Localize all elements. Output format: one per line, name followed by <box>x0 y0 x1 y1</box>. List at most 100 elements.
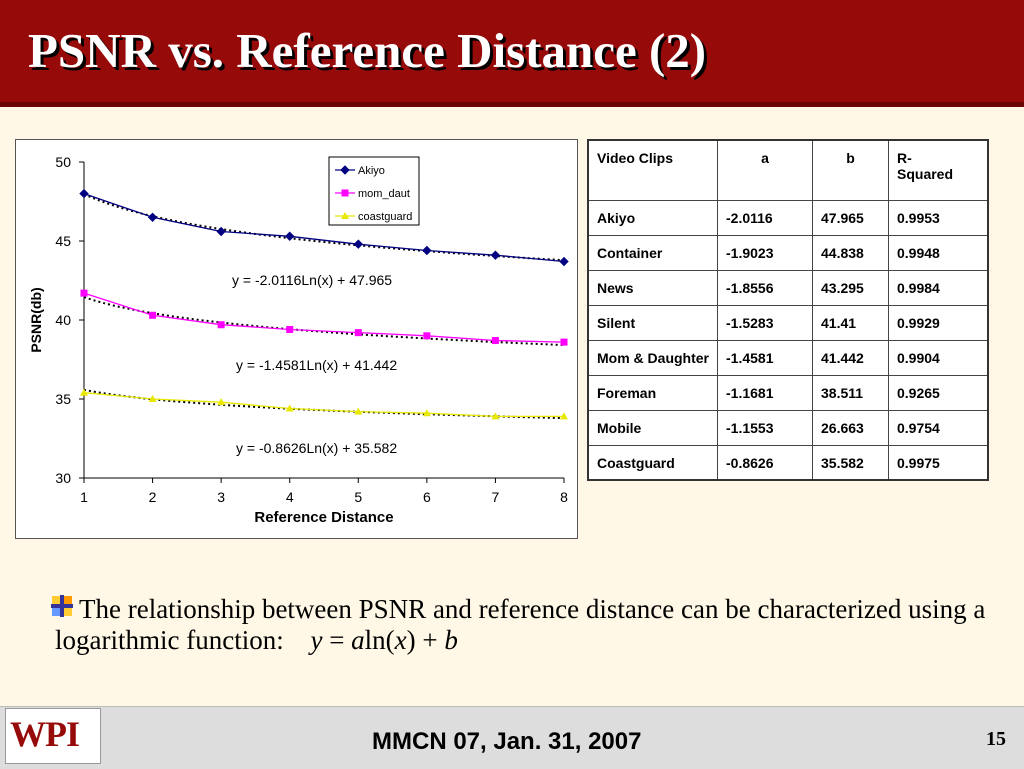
series-line-coastguard <box>83 392 564 418</box>
legend-label-coastguard: coastguard <box>358 211 412 223</box>
data-point-coastguard <box>354 407 363 415</box>
data-point-mom_daut <box>286 325 294 333</box>
legend-marker <box>340 165 350 175</box>
cell-clip-name: Mom & Daughter <box>587 339 718 376</box>
x-tick-label: 3 <box>217 489 225 505</box>
logo-text: WPI <box>10 714 80 754</box>
cell-b: 38.511 <box>812 374 889 411</box>
cell-r-squared: 0.9948 <box>888 234 989 271</box>
cell-clip-name: Coastguard <box>587 444 718 481</box>
cell-clip-name: Container <box>587 234 718 271</box>
formula-y: y <box>310 625 323 655</box>
data-point-Akiyo <box>490 250 501 260</box>
log-formula: y = aln(x) + b <box>310 625 457 655</box>
y-tick-label: 35 <box>55 391 71 407</box>
data-point-mom_daut <box>423 332 431 340</box>
cell-a: -1.1681 <box>717 374 813 411</box>
cell-r-squared: 0.9929 <box>888 304 989 341</box>
cell-b: 43.295 <box>812 269 889 306</box>
table-row: Mom & Daughter -1.4581 41.442 0.9904 <box>587 339 989 376</box>
formula-x: x <box>394 625 407 655</box>
x-tick-label: 7 <box>492 489 500 505</box>
formula-eq: = <box>322 625 352 655</box>
cell-b: 35.582 <box>812 444 889 481</box>
cell-b: 41.442 <box>812 339 889 376</box>
cell-clip-name: Mobile <box>587 409 718 446</box>
cell-a: -2.0116 <box>717 199 813 236</box>
data-point-Akiyo <box>285 231 295 241</box>
header-a: a <box>717 139 813 201</box>
table-row: Mobile -1.1553 26.663 0.9754 <box>587 409 989 446</box>
data-point-mom_daut <box>149 311 157 319</box>
x-tick-label: 1 <box>80 489 88 505</box>
header-b: b <box>812 139 889 201</box>
chart-container: 30 35 40 45 50 1 2 3 4 5 6 7 8 Reference Distance PSNR… <box>15 139 578 539</box>
trendline-equation: y = -0.8626Ln(x) + 35.582 <box>236 440 397 456</box>
table-row: Container -1.9023 44.838 0.9948 <box>587 234 989 271</box>
data-point-mom_daut <box>491 337 499 345</box>
y-axis-label: PSNR(db) <box>28 287 44 352</box>
cell-r-squared: 0.9904 <box>888 339 989 376</box>
table-row: Silent -1.5283 41.41 0.9929 <box>587 304 989 341</box>
table-header-row: Video Clips a b R- Squared <box>587 139 989 201</box>
formula-close: ) + <box>406 625 445 655</box>
cell-r-squared: 0.9975 <box>888 444 989 481</box>
data-point-coastguard <box>285 404 294 412</box>
cell-b: 47.965 <box>812 199 889 236</box>
cell-r-squared: 0.9754 <box>888 409 989 446</box>
cell-b: 41.41 <box>812 304 889 341</box>
trendline-equation: y = -1.4581Ln(x) + 41.442 <box>236 357 397 373</box>
formula-a: a <box>351 625 365 655</box>
trendline <box>83 388 565 420</box>
cell-r-squared: 0.9265 <box>888 374 989 411</box>
data-point-coastguard <box>217 398 226 406</box>
series-line-mom_daut <box>83 292 565 343</box>
formula-b: b <box>444 625 458 655</box>
cell-b: 26.663 <box>812 409 889 446</box>
table-row: News -1.8556 43.295 0.9984 <box>587 269 989 306</box>
data-point-coastguard <box>560 412 568 420</box>
data-point-Akiyo <box>422 245 432 256</box>
header-video-clips: Video Clips <box>587 139 718 201</box>
data-point-Akiyo <box>559 256 569 267</box>
slide-title: PSNR vs. Reference Distance (2) <box>28 23 707 78</box>
bullet-text: The relationship between PSNR and refere… <box>55 594 986 655</box>
data-point-mom_daut <box>560 338 568 346</box>
legend-label-Akiyo: Akiyo <box>358 165 385 177</box>
cell-a: -1.4581 <box>717 339 813 376</box>
data-point-coastguard <box>80 388 88 396</box>
data-point-mom_daut <box>80 289 88 297</box>
formula-ln: ln( <box>364 625 395 655</box>
cell-b: 44.838 <box>812 234 889 271</box>
trendline-equation: y = -2.0116Ln(x) + 47.965 <box>232 272 392 288</box>
footer-text: MMCN 07, Jan. 31, 2007 <box>372 728 642 755</box>
cell-r-squared: 0.9953 <box>888 199 989 236</box>
data-point-Akiyo <box>147 212 158 223</box>
trendline <box>83 193 565 262</box>
data-point-Akiyo <box>79 188 89 199</box>
data-point-coastguard <box>491 412 500 420</box>
series-line-Akiyo <box>83 192 565 263</box>
y-tick-label: 50 <box>55 154 71 170</box>
data-point-Akiyo <box>353 239 363 249</box>
fit-coefficients-table: Video Clips a b R- Squared Akiyo -2.0116 4… <box>587 139 989 481</box>
table-row: Coastguard -0.8626 35.582 0.9975 <box>587 444 989 481</box>
x-tick-label: 4 <box>286 489 294 505</box>
x-tick-label: 5 <box>354 489 362 505</box>
data-point-mom_daut <box>354 329 362 337</box>
bullet-icon <box>51 595 73 617</box>
wpi-logo: WPI <box>5 708 101 764</box>
legend-marker <box>341 189 349 197</box>
cell-clip-name: Akiyo <box>587 199 718 236</box>
legend-marker <box>341 212 349 219</box>
cell-a: -1.8556 <box>717 269 813 306</box>
y-tick-label: 40 <box>55 312 71 328</box>
cell-clip-name: Foreman <box>587 374 718 411</box>
page-number: 15 <box>986 728 1006 750</box>
cell-a: -0.8626 <box>717 444 813 481</box>
y-tick-label: 30 <box>55 470 71 486</box>
cell-a: -1.5283 <box>717 304 813 341</box>
x-tick-label: 2 <box>149 489 157 505</box>
data-point-coastguard <box>422 409 431 417</box>
